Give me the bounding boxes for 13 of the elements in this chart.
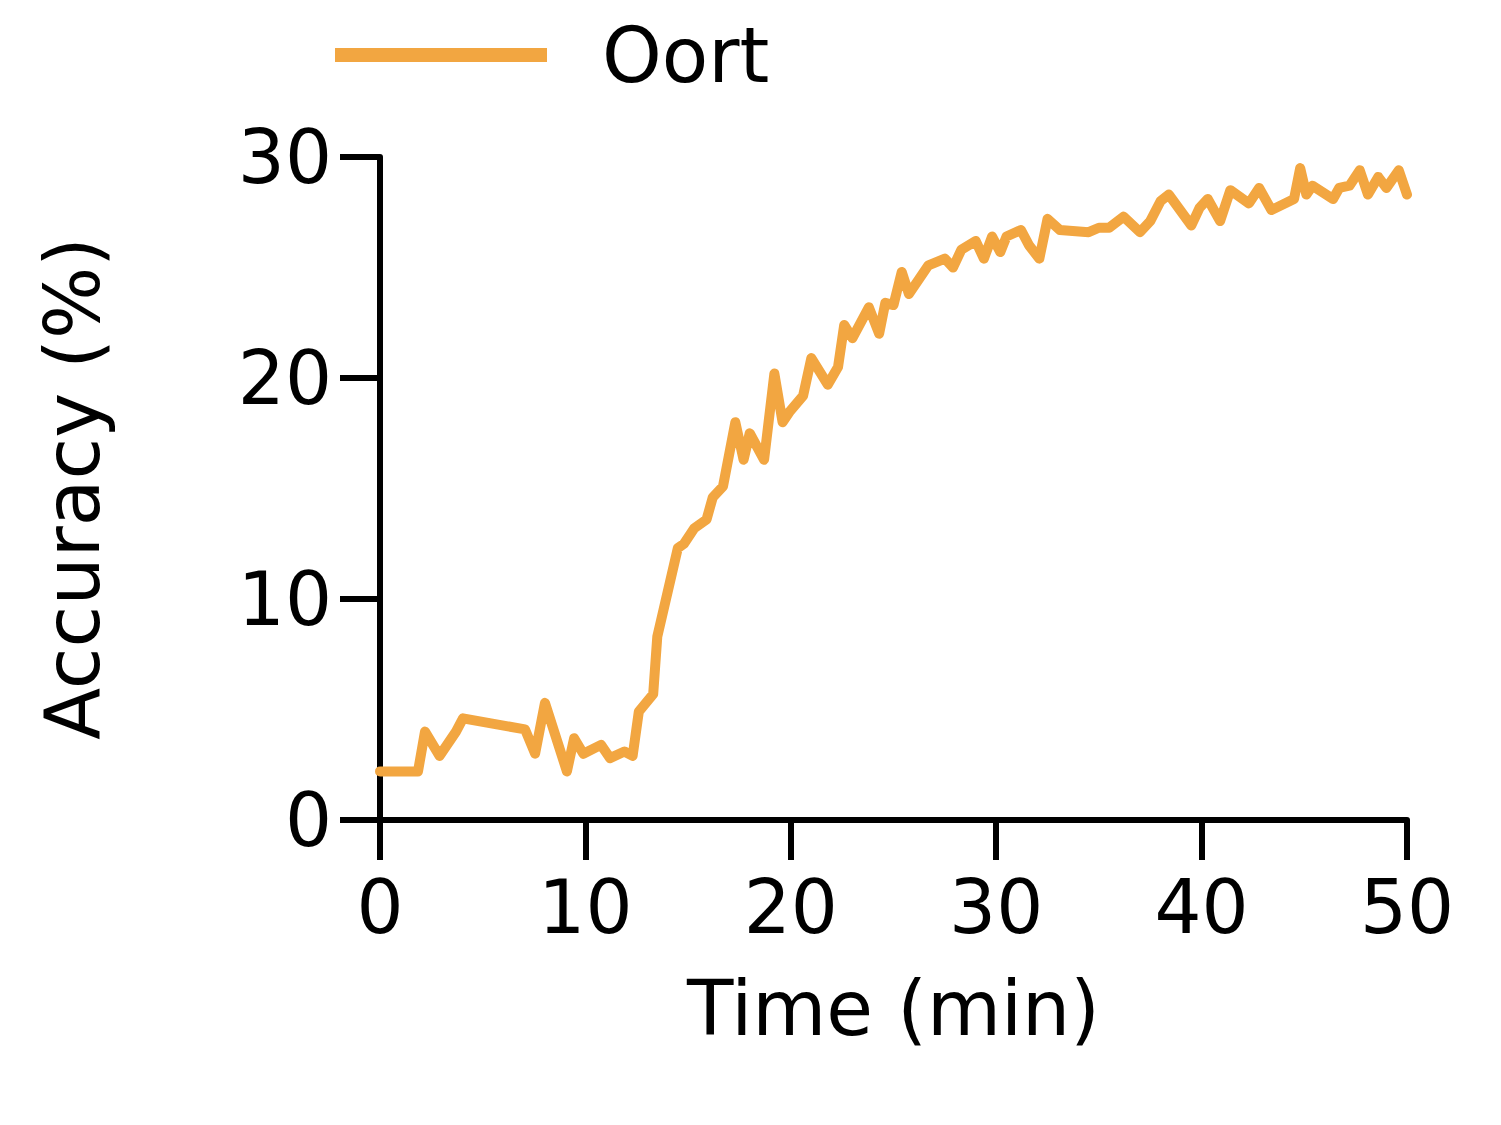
x-tick-label: 50: [1359, 864, 1455, 950]
x-axis-title: Time (min): [686, 963, 1100, 1053]
legend-label: Oort: [602, 10, 770, 100]
y-tick-label: 30: [237, 114, 332, 200]
x-tick-label: 20: [743, 864, 838, 950]
y-tick-label: 20: [237, 335, 332, 421]
y-tick-label: 0: [284, 777, 332, 863]
x-tick-label: 10: [538, 864, 633, 950]
y-axis-title: Accuracy (%): [27, 237, 117, 740]
x-tick-label: 0: [356, 864, 404, 950]
y-tick-label: 10: [237, 556, 332, 642]
x-tick-label: 40: [1154, 864, 1249, 950]
x-tick-label: 30: [949, 864, 1044, 950]
